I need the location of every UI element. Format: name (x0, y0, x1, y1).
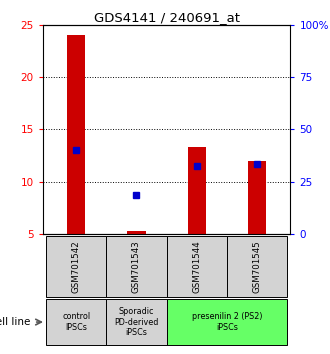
Bar (127, 231, 146, 234)
Text: control
IPSCs: control IPSCs (62, 312, 90, 332)
Text: GSM701544: GSM701544 (192, 240, 201, 293)
Bar (46, 299, 106, 345)
Bar (248, 161, 266, 234)
Text: GSM701543: GSM701543 (132, 240, 141, 293)
Text: GSM701542: GSM701542 (72, 240, 81, 293)
Bar (106, 299, 167, 345)
Text: presenilin 2 (PS2)
iPSCs: presenilin 2 (PS2) iPSCs (192, 312, 262, 332)
Text: Sporadic
PD-derived
iPSCs: Sporadic PD-derived iPSCs (114, 307, 159, 337)
Text: cell line: cell line (0, 317, 31, 327)
Title: GDS4141 / 240691_at: GDS4141 / 240691_at (94, 11, 240, 24)
Bar (67, 35, 85, 234)
Bar (46, 236, 106, 297)
Bar (106, 236, 167, 297)
Bar (167, 299, 287, 345)
Bar (227, 236, 287, 297)
Bar (188, 147, 206, 234)
Bar (167, 236, 227, 297)
Text: GSM701545: GSM701545 (253, 240, 262, 293)
